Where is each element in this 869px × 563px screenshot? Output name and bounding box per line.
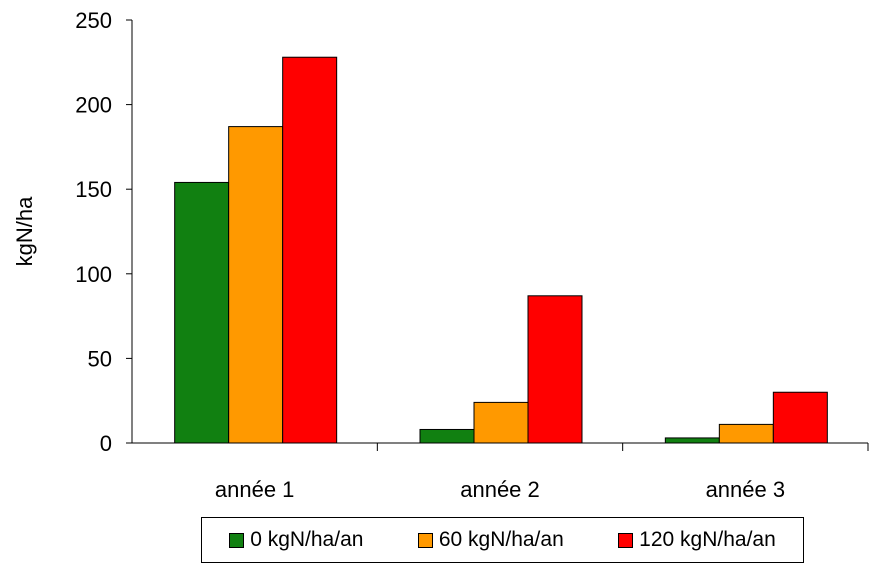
bars-group xyxy=(174,56,828,444)
x-tick-label: année 3 xyxy=(706,477,786,502)
y-ticks-group: 0 50 100 150 200 250 xyxy=(75,8,132,456)
x-tick-label: année 1 xyxy=(215,477,295,502)
legend-label-2: 120 kgN/ha/an xyxy=(639,528,776,551)
bar-series-2-cat-2 xyxy=(772,391,828,444)
bar-chart: 0 50 100 150 200 250 année 1 année 2 année 3 kg… xyxy=(12,8,869,502)
legend-item-1: 60 kgN/ha/an xyxy=(417,528,564,552)
y-tick-label: 250 xyxy=(75,8,112,33)
y-tick-label: 200 xyxy=(75,93,112,118)
bar-series-0-cat-1 xyxy=(419,428,475,444)
legend-label-0: 0 kgN/ha/an xyxy=(250,528,364,551)
bar-series-1-cat-1 xyxy=(473,401,529,444)
bar-series-2-cat-0 xyxy=(282,56,338,444)
legend-label-1: 60 kgN/ha/an xyxy=(438,528,564,551)
legend-swatch-2 xyxy=(618,532,634,548)
x-tick-label: année 2 xyxy=(460,477,540,502)
bar-series-1-cat-0 xyxy=(228,126,284,444)
bar-series-2-cat-1 xyxy=(527,295,583,444)
y-tick-label: 0 xyxy=(100,431,112,456)
bar-series-0-cat-2 xyxy=(664,437,720,444)
y-tick-label: 150 xyxy=(75,177,112,202)
legend-swatch-1 xyxy=(417,532,433,548)
y-axis-title: kgN/ha xyxy=(12,196,37,266)
legend-item-2: 120 kgN/ha/an xyxy=(618,528,776,552)
legend-swatch-0 xyxy=(229,532,245,548)
bar-series-0-cat-0 xyxy=(174,181,230,444)
y-tick-label: 50 xyxy=(88,346,112,371)
legend: 0 kgN/ha/an 60 kgN/ha/an 120 kgN/ha/an xyxy=(201,517,804,563)
legend-item-0: 0 kgN/ha/an xyxy=(229,528,363,552)
y-tick-label: 100 xyxy=(75,262,112,287)
bar-series-1-cat-2 xyxy=(718,423,774,444)
x-ticks-group: année 1 année 2 année 3 xyxy=(215,443,869,502)
